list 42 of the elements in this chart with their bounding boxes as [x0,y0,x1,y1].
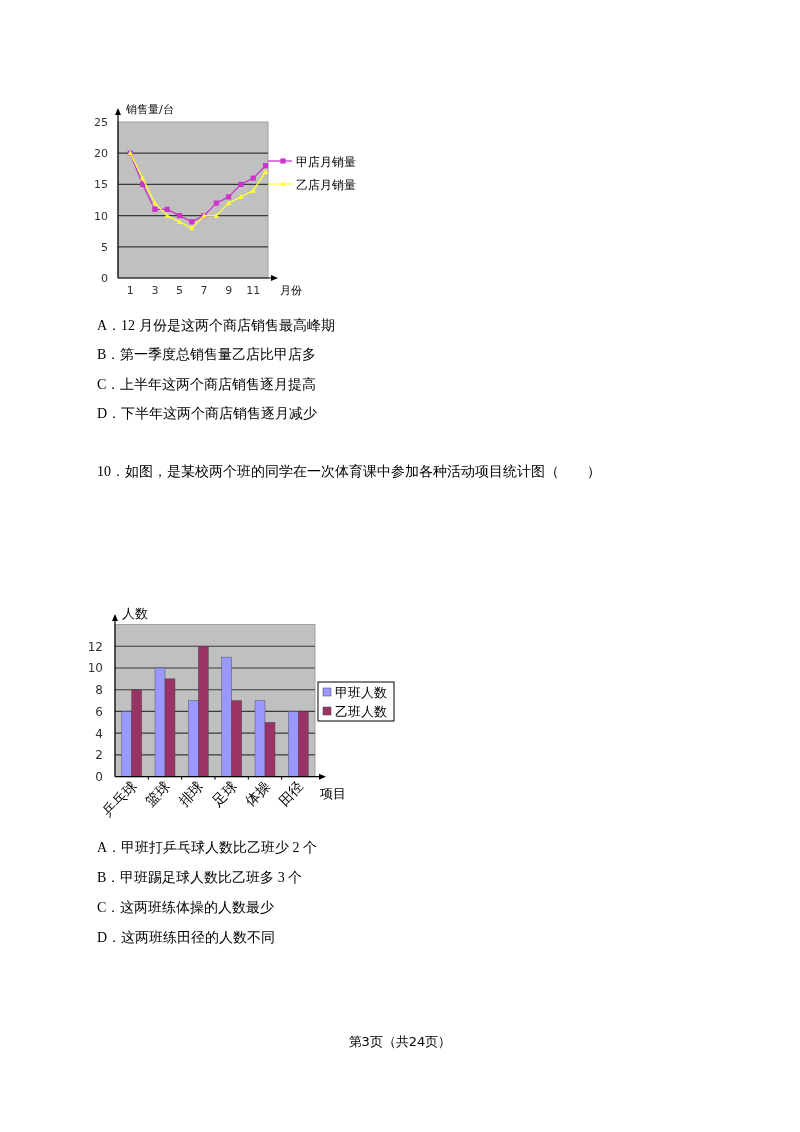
x-tick-label: 5 [175,284,183,297]
y-tick-label: 12 [87,639,103,654]
legend-label: 乙店月销量 [296,177,356,192]
y-tick-label: 8 [95,683,103,698]
y-tick-label: 10 [94,209,108,223]
x-tick-label: 排球 [175,777,207,809]
y-tick-label: 2 [95,748,103,763]
x-tick-label: 11 [246,284,261,297]
x-tick-label: 9 [225,284,233,297]
y-tick-label: 5 [101,240,108,254]
y-axis-title: 销售量/台 [125,103,174,116]
text: A．甲班打乒乓球人数比乙班少 2 个 [97,840,318,855]
x-tick-label: 足球 [208,777,240,809]
x-axis-title: 项目 [320,786,346,801]
x-tick-label: 7 [200,284,208,297]
text: B．甲班踢足球人数比乙班多 3 个 [97,870,303,885]
y-tick-label: 15 [94,178,108,192]
x-tick-label: 篮球 [142,777,174,809]
x-tick-label: 体操 [242,777,274,809]
text: B．第一季度总销售量乙店比甲店多 [97,347,317,362]
x-tick-label: 3 [151,284,159,297]
text: A．12 月份是这两个商店销售最高峰期 [97,318,335,333]
legend-label: 甲班人数 [335,684,387,700]
text: C．上半年这两个商店销售逐月提高 [97,377,317,392]
y-tick-label: 6 [95,704,103,719]
y-tick-label: 10 [87,661,103,676]
y-tick-label: 25 [94,115,108,129]
text: C．这两班练体操的人数最少 [97,900,275,915]
text: D．下半年这两个商店销售逐月减少 [97,406,318,421]
legend-label: 甲店月销量 [296,154,356,169]
x-tick-label: 田径 [275,777,307,809]
text: D．这两班练田径的人数不同 [97,930,276,945]
y-axis-title: 人数 [122,606,148,621]
text: 第3页（共24页） [348,1034,452,1049]
y-tick-label: 4 [95,726,103,741]
y-tick-label: 0 [95,770,103,785]
legend-label: 乙班人数 [335,703,387,719]
x-axis-title: 月份 [280,284,302,297]
y-tick-label: 20 [94,147,108,161]
text: 10．如图，是某校两个班的同学在一次体育课中参加各种活动项目统计图（ ） [97,463,601,479]
y-tick-label: 0 [101,271,108,285]
x-tick-label: 1 [126,284,134,297]
